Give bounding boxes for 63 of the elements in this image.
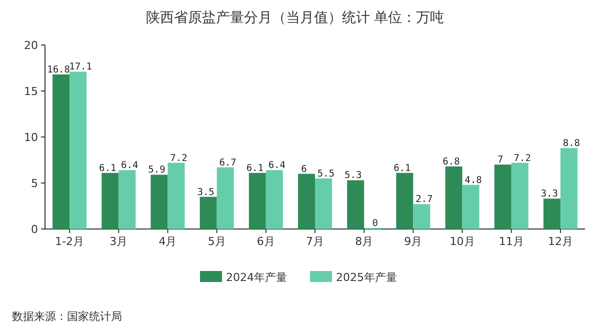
data-label: 3.5 [197,186,214,198]
y-tick-label: 15 [24,85,38,98]
bar [511,162,528,229]
bar [462,184,480,229]
x-tick-label: 8月 [355,235,374,248]
data-label: 4.8 [464,174,482,186]
bar [216,167,234,229]
data-label: 16.8 [47,64,70,76]
data-label: 6.4 [268,160,286,172]
data-label: 7.2 [170,152,188,164]
y-tick-label: 20 [24,39,38,52]
x-tick-label: 6月 [256,235,275,248]
data-label: 2.7 [416,194,433,206]
x-tick-label: 9月 [404,235,422,248]
data-label: 6.4 [121,160,138,172]
data-label: 6.1 [246,162,264,174]
data-label: 6 [301,164,308,175]
x-tick-label: 12月 [548,235,573,248]
data-label: 5.9 [148,164,166,176]
data-label: 0 [372,218,378,229]
data-label: 7 [497,154,504,166]
bar [118,170,136,229]
data-label: 8.8 [562,138,580,150]
data-label: 6.1 [394,162,412,174]
bar [413,204,430,229]
data-label: 3.3 [540,188,558,200]
bar [150,174,168,229]
bar [494,164,512,229]
bar [315,178,332,229]
bar [102,172,119,229]
bar [52,74,70,229]
bar [248,172,266,229]
x-tick-label: 7月 [306,235,324,248]
data-label: 6.8 [442,156,460,168]
y-tick-label: 5 [31,177,38,190]
legend-label: 2025年产量 [336,271,397,284]
bar [445,166,462,229]
data-label: 6.1 [99,162,116,174]
bar [298,174,315,229]
x-tick-label: 5月 [208,235,226,248]
data-label: 6.7 [219,157,236,168]
bar [266,170,283,229]
x-tick-label: 11月 [498,235,524,248]
bar [168,162,185,229]
legend-label: 2024年产量 [226,271,287,284]
bar [347,180,364,229]
chart-title: 陕西省原盐产量分月（当月值）统计 单位：万吨 [146,10,444,26]
x-tick-label: 4月 [158,235,177,248]
source-note: 数据来源：国家统计局 [12,310,122,323]
bar [560,148,578,229]
bar [543,198,560,229]
data-label: 17.1 [69,62,92,73]
bar [200,196,217,229]
x-tick-label: 1-2月 [55,235,84,248]
data-label: 5.5 [317,168,335,180]
x-tick-label: 10月 [450,235,475,248]
data-label: 5.3 [344,170,362,182]
x-tick-label: 3月 [110,235,128,248]
bar [396,172,414,229]
y-tick-label: 10 [24,131,38,144]
y-tick-label: 0 [31,223,38,236]
bar [70,72,87,229]
data-label: 7.2 [514,152,531,164]
